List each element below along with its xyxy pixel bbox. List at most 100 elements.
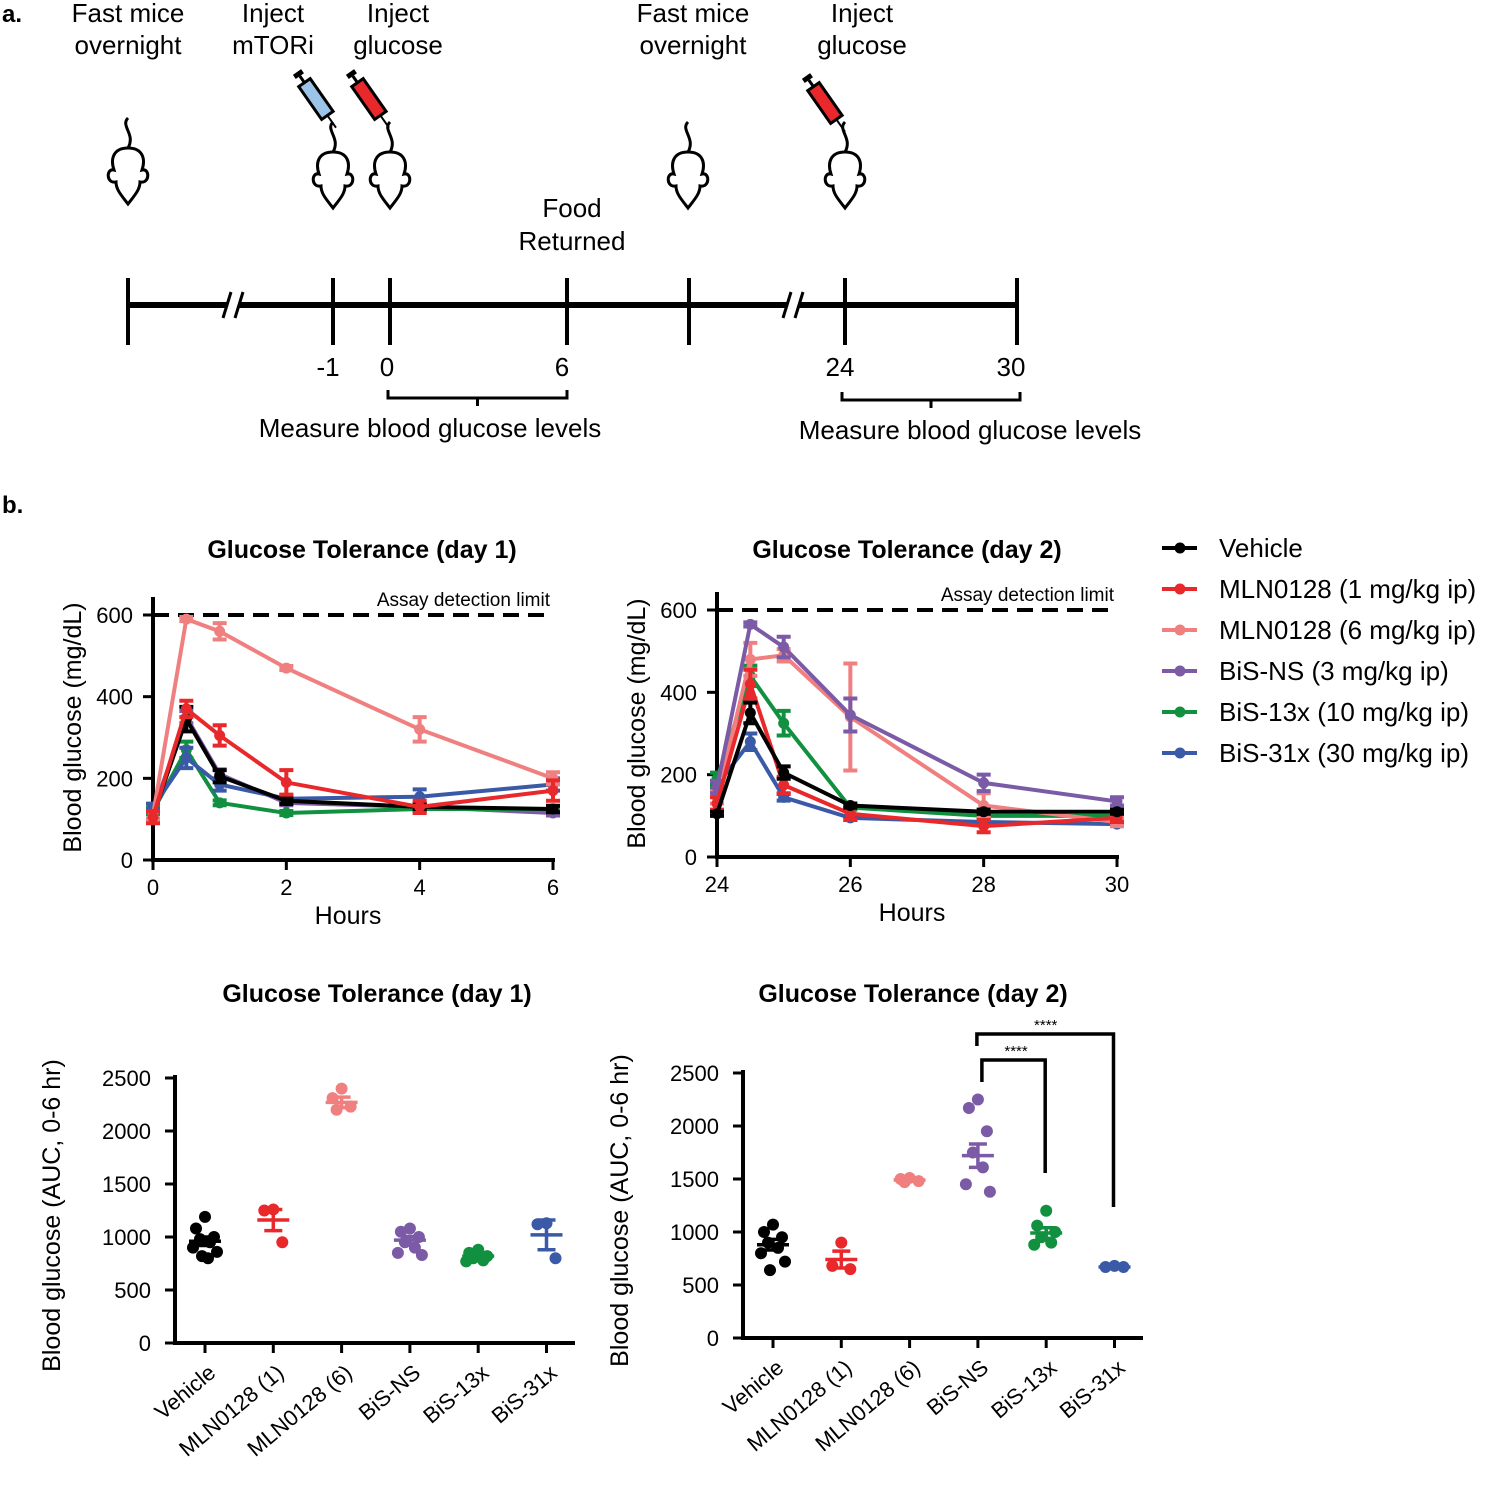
x-axis-label: Hours: [315, 902, 382, 930]
x-tick-label: 0: [147, 875, 159, 900]
data-point: [391, 1246, 404, 1259]
data-point: [767, 1218, 779, 1231]
data-point: [280, 776, 292, 788]
y-tick-label: 1500: [670, 1167, 719, 1192]
series-line: [151, 755, 554, 809]
data-point: [778, 717, 790, 729]
y-axis-label: Blood glucose (AUC, 0-6 hr): [606, 1054, 634, 1367]
significance-bracket: [975, 1032, 1116, 1207]
mean-sem-bar: [825, 1249, 858, 1270]
axis-break-mark: [233, 291, 245, 319]
detection-limit-label: Assay detection limit: [377, 590, 551, 611]
timepoint-label: 6: [555, 352, 569, 382]
series-mln0128: [146, 698, 560, 826]
series-line: [151, 705, 554, 818]
data-point: [180, 703, 192, 715]
category-group: [460, 1243, 495, 1268]
line-chart: Glucose Tolerance (day 1) 0 200 400 600 0 2 4 6 H…: [59, 536, 560, 930]
chart-title: Glucose Tolerance (day 2): [758, 980, 1067, 1008]
syringe-plunger: [801, 73, 813, 83]
legend-swatch-marker: [1174, 542, 1186, 554]
step-label: Inject: [242, 0, 305, 28]
category-group: [893, 1171, 926, 1189]
data-point: [978, 806, 990, 818]
legend-swatch-marker: [1174, 665, 1186, 677]
legend-item: MLN0128 (1 mg/kg ip): [1162, 574, 1476, 604]
step-label: mTORi: [232, 30, 314, 60]
x-tick-label: BiS-13x: [418, 1360, 493, 1429]
data-point: [778, 767, 790, 779]
syringe-barrel: [349, 76, 389, 122]
data-point: [962, 1101, 975, 1114]
series-bis-13x: [710, 663, 1124, 822]
y-axis-label: Blood glucose (mg/dL): [623, 598, 651, 848]
mouse-tail: [684, 120, 692, 153]
category-group: [257, 1203, 290, 1249]
data-point: [744, 678, 756, 690]
data-point: [214, 625, 226, 637]
data-point: [1040, 1204, 1053, 1217]
y-axis-label: Blood glucose (AUC, 0-6 hr): [38, 1059, 66, 1372]
detection-limit-label: Assay detection limit: [941, 585, 1115, 606]
mouse-body: [666, 150, 710, 211]
mean-sem-bar: [1098, 1264, 1131, 1270]
x-tick-label: BiS-31x: [1055, 1355, 1130, 1424]
scatter-chart: Glucose Tolerance (day 2) 0 500 1000 1500 200…: [606, 980, 1143, 1456]
data-point: [983, 1185, 996, 1198]
data-point: [214, 797, 226, 809]
x-tick-label: 2: [280, 875, 292, 900]
x-tick-label: 26: [838, 872, 862, 897]
legend-label: BiS-31x (30 mg/kg ip): [1219, 738, 1469, 768]
data-point: [180, 613, 192, 625]
y-tick-label: 2500: [102, 1066, 151, 1091]
data-point: [276, 1236, 289, 1249]
data-point: [202, 1252, 214, 1265]
category-group: [530, 1217, 563, 1265]
step-label: Fast mice: [72, 0, 185, 28]
data-point: [776, 1231, 788, 1244]
y-tick-label: 2500: [670, 1061, 719, 1086]
data-point: [744, 653, 756, 665]
timepoint-label: 24: [826, 352, 855, 382]
mean-sem-bar: [462, 1252, 495, 1260]
mean-sem-bar: [393, 1234, 426, 1246]
mouse-icon: [311, 120, 355, 211]
y-tick-label: 200: [96, 766, 133, 791]
syringe-barrel: [296, 76, 336, 122]
series-bis-ns: [710, 618, 1124, 808]
syringe-barrel: [805, 80, 845, 126]
data-point: [744, 707, 756, 719]
mouse-body: [106, 146, 150, 207]
category-group: [755, 1218, 791, 1277]
step-label: Inject: [831, 0, 894, 28]
mean-sem-bar: [257, 1207, 290, 1233]
mouse-tail: [329, 120, 337, 153]
data-point: [394, 1225, 407, 1238]
data-point: [415, 1249, 428, 1262]
mean-sem-bar: [893, 1177, 926, 1183]
legend-label: Vehicle: [1219, 533, 1303, 563]
syringe-needle: [379, 114, 390, 129]
y-tick-label: 1000: [670, 1220, 719, 1245]
y-tick-label: 200: [660, 763, 697, 788]
data-point: [414, 801, 426, 813]
series-vehicle: [710, 700, 1124, 820]
legend-swatch-marker: [1174, 706, 1186, 718]
data-point: [211, 1245, 223, 1258]
mean-sem-bar: [757, 1237, 789, 1252]
legend-swatch-marker: [1174, 747, 1186, 759]
mouse-tail: [124, 116, 132, 149]
y-tick-label: 500: [114, 1278, 151, 1303]
y-tick-label: 0: [707, 1326, 719, 1351]
timepoint-label: -1: [316, 352, 339, 382]
step-labels: Fast mice overnight Inject mTORi Inject …: [72, 0, 907, 256]
data-point: [764, 1264, 776, 1277]
x-tick-label: 28: [971, 872, 995, 897]
legend-item: BiS-13x (10 mg/kg ip): [1162, 697, 1469, 727]
data-point: [778, 779, 790, 791]
axis-break-mark: [793, 291, 805, 319]
mouse-icon: [823, 120, 867, 211]
data-point: [214, 770, 226, 782]
